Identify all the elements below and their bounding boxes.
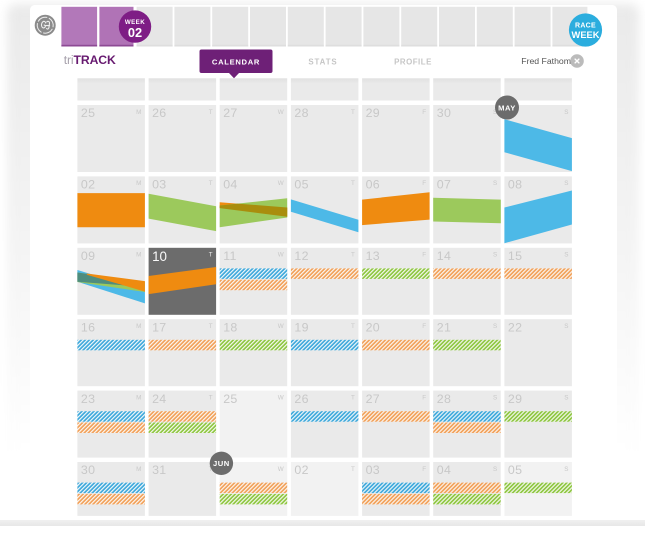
svg-text:15: 15 [508,249,522,263]
svg-text:M: M [136,466,141,473]
svg-text:W: W [278,323,284,330]
svg-text:S: S [564,252,568,259]
svg-text:WEEK: WEEK [572,30,600,40]
svg-text:T: T [351,252,355,259]
svg-text:S: S [493,466,497,473]
svg-text:08: 08 [508,178,522,192]
svg-text:T: T [209,252,213,259]
svg-text:S: S [493,323,497,330]
svg-text:S: S [564,394,568,401]
svg-text:S: S [564,109,568,116]
svg-text:MAY: MAY [498,103,516,112]
svg-text:30: 30 [81,463,95,477]
svg-text:T: T [209,323,213,330]
svg-text:22: 22 [508,320,522,334]
svg-text:PROFILE: PROFILE [394,57,432,66]
svg-text:W: W [278,109,284,116]
svg-text:F: F [422,109,426,116]
svg-text:S: S [564,180,568,187]
svg-text:05: 05 [294,178,308,192]
svg-text:11: 11 [223,249,236,263]
svg-text:S: S [493,394,497,401]
svg-text:10: 10 [152,249,167,264]
svg-text:F: F [422,323,426,330]
svg-text:09: 09 [81,249,95,263]
svg-text:T: T [209,466,213,473]
svg-text:M: M [136,394,141,401]
svg-text:W: W [278,466,284,473]
svg-text:M: M [136,109,141,116]
svg-text:W: W [278,180,284,187]
svg-text:M: M [136,252,141,259]
svg-text:W: W [278,394,284,401]
svg-text:28: 28 [294,106,308,120]
svg-text:T: T [351,394,355,401]
svg-text:28: 28 [437,392,451,406]
svg-text:CALENDAR: CALENDAR [212,57,260,66]
svg-text:30: 30 [437,106,451,120]
svg-text:25: 25 [223,392,237,406]
svg-text:27: 27 [366,392,380,406]
svg-text:JUN: JUN [213,459,230,468]
svg-text:29: 29 [508,392,522,406]
svg-text:04: 04 [437,463,451,477]
svg-text:RACE: RACE [575,22,596,29]
svg-text:S: S [493,109,497,116]
svg-text:21: 21 [437,320,451,334]
svg-text:WEEK: WEEK [125,19,145,26]
svg-text:F: F [422,252,426,259]
svg-text:Fred Fathom: Fred Fathom [521,56,571,66]
svg-text:14: 14 [437,249,451,263]
svg-text:05: 05 [508,463,522,477]
svg-text:29: 29 [366,106,380,120]
svg-text:07: 07 [437,178,451,192]
svg-text:STATS: STATS [308,57,337,66]
svg-text:26: 26 [294,392,308,406]
svg-text:T: T [351,180,355,187]
svg-text:06: 06 [366,178,380,192]
svg-text:02: 02 [81,178,95,192]
svg-text:S: S [493,252,497,259]
svg-text:27: 27 [223,106,237,120]
svg-text:F: F [422,394,426,401]
svg-text:31: 31 [152,463,166,477]
svg-text:S: S [493,180,497,187]
svg-text:F: F [422,180,426,187]
svg-text:17: 17 [152,320,166,334]
svg-text:T: T [351,323,355,330]
svg-text:T: T [209,180,213,187]
svg-text:13: 13 [366,249,380,263]
svg-text:02: 02 [294,463,308,477]
svg-text:T: T [351,466,355,473]
svg-text:04: 04 [223,178,237,192]
svg-text:triTRACK: triTRACK [64,53,116,67]
svg-text:02: 02 [128,25,142,40]
svg-text:03: 03 [366,463,380,477]
svg-text:T: T [209,394,213,401]
svg-text:03: 03 [152,178,166,192]
svg-text:M: M [136,323,141,330]
svg-text:T: T [209,109,213,116]
svg-text:24: 24 [152,392,166,406]
svg-text:T: T [351,109,355,116]
svg-text:F: F [422,466,426,473]
svg-text:S: S [564,466,568,473]
svg-text:19: 19 [294,320,308,334]
svg-text:W: W [278,252,284,259]
svg-text:S: S [564,323,568,330]
svg-text:26: 26 [152,106,166,120]
svg-text:16: 16 [81,320,95,334]
svg-text:25: 25 [81,106,95,120]
svg-text:M: M [136,180,141,187]
svg-text:23: 23 [81,392,95,406]
svg-text:12: 12 [294,249,308,263]
svg-text:20: 20 [366,320,380,334]
svg-text:18: 18 [223,320,237,334]
